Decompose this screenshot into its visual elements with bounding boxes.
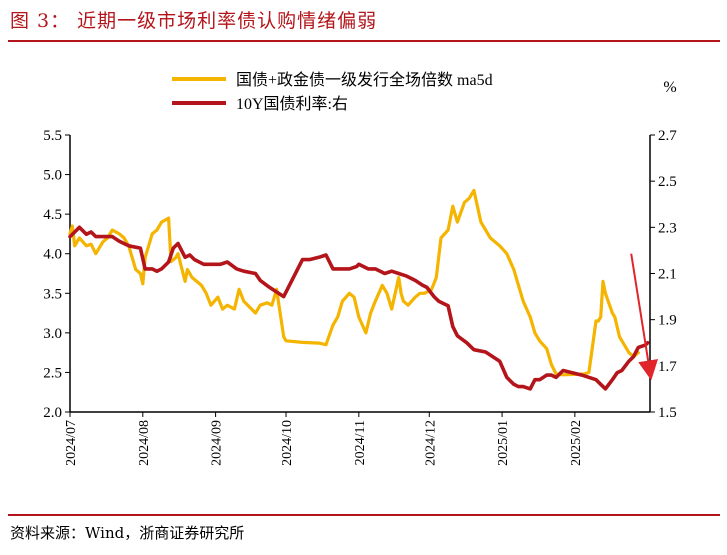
- y-left-tick-label: 5.0: [43, 168, 62, 184]
- y-right-tick-label: 1.7: [658, 359, 677, 375]
- series-line-red: [68, 225, 650, 391]
- y-right-tick-label: 1.9: [658, 313, 677, 329]
- x-tick-label: 2025/02: [569, 420, 584, 466]
- y-left-tick-label: 4.5: [43, 207, 62, 223]
- x-tick-label: 2024/10: [280, 420, 295, 466]
- y-left-tick-label: 3.5: [43, 286, 62, 302]
- y-right-tick-label: 2.7: [658, 128, 677, 144]
- source-note: 资料来源：Wind，浙商证券研究所: [10, 524, 245, 542]
- title-rule: [8, 40, 720, 42]
- legend: 国债+政金债一级发行全场倍数 ma5d 10Y国债利率:右: [172, 71, 493, 113]
- source-rule: [8, 514, 720, 516]
- x-tick-label: 2025/01: [496, 420, 511, 466]
- axes: 2.0 2.5 3.0 3.5 4.0 4.5 5.0 5.5 1.5 1.7 1.9 2.1 2.3 2…: [43, 128, 677, 466]
- annotation-layer: [630, 253, 659, 381]
- y-right-tick-label: 2.1: [658, 267, 677, 283]
- x-tick-label: 2024/12: [423, 420, 438, 466]
- y-right-tick-label: 2.3: [658, 220, 677, 236]
- y-left-tick-label: 2.0: [43, 405, 62, 421]
- y-left-tick-label: 3.0: [43, 326, 62, 342]
- right-axis-unit: %: [663, 79, 676, 96]
- x-tick-label: 2024/08: [137, 420, 152, 466]
- x-tick-label: 2024/11: [353, 420, 368, 465]
- series-layer: [68, 188, 650, 391]
- figure-title: 图 3： 近期一级市场利率债认购情绪偏弱: [10, 10, 378, 32]
- chart: 国债+政金债一级发行全场倍数 ma5d 10Y国债利率:右 % 2.0 2.5 3.0…: [43, 71, 677, 466]
- y-right-tick-label: 1.5: [658, 405, 677, 421]
- y-right-tick-label: 2.5: [658, 174, 677, 190]
- series-line-gold: [68, 188, 640, 377]
- y-left-tick-label: 5.5: [43, 128, 62, 144]
- y-left-tick-label: 4.0: [43, 247, 62, 263]
- y-left-tick-label: 2.5: [43, 365, 62, 381]
- x-tick-label: 2024/09: [210, 420, 225, 466]
- legend-label: 10Y国债利率:右: [236, 95, 348, 113]
- x-tick-label: 2024/07: [64, 420, 79, 466]
- legend-label: 国债+政金债一级发行全场倍数 ma5d: [236, 71, 493, 89]
- trend-arrow: [630, 253, 659, 381]
